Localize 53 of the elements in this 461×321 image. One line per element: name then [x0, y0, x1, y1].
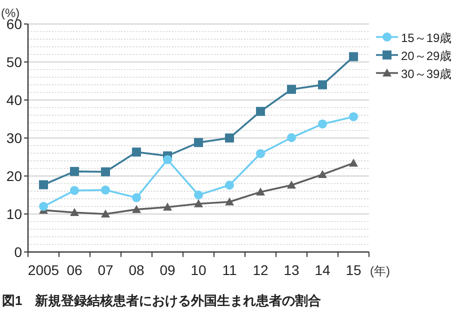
- legend-label: 20～29歳: [401, 49, 452, 63]
- x-tick-label: 15: [346, 262, 362, 278]
- point: [256, 187, 265, 196]
- legend-label: 30～39歳: [401, 67, 452, 81]
- legend-label: 15～19歳: [401, 31, 452, 45]
- point: [256, 106, 265, 116]
- point: [318, 80, 327, 90]
- point: [194, 138, 203, 148]
- x-tick-label: 2005: [28, 262, 60, 278]
- y-tick-label: 0: [14, 244, 22, 260]
- point: [349, 158, 358, 167]
- point: [194, 199, 203, 208]
- point: [101, 210, 110, 218]
- x-tick-label: 11: [222, 262, 237, 278]
- point: [39, 180, 48, 190]
- x-tick-label: 12: [252, 262, 268, 278]
- x-tick-label: 14: [314, 262, 330, 278]
- point: [318, 119, 327, 128]
- point: [225, 197, 234, 206]
- point: [349, 112, 358, 122]
- point: [318, 170, 327, 178]
- point: [132, 193, 141, 202]
- x-tick-label: 13: [284, 262, 300, 278]
- point: [132, 204, 141, 213]
- point: [132, 148, 141, 157]
- point: [225, 134, 234, 142]
- point: [256, 149, 265, 158]
- point: [70, 166, 79, 176]
- point: [287, 84, 296, 94]
- point: [163, 155, 172, 164]
- y-tick-label: 50: [6, 54, 22, 70]
- y-tick-label: 10: [6, 206, 22, 222]
- point: [287, 180, 296, 189]
- point: [225, 180, 234, 190]
- point: [349, 52, 358, 62]
- point: [39, 202, 48, 211]
- x-tick-label: 06: [66, 262, 82, 278]
- caption: 図1 新規登録結核患者における外国生まれ患者の割合: [2, 293, 322, 308]
- x-axis-title: (年): [370, 264, 390, 278]
- point: [163, 202, 172, 211]
- x-tick-label: 07: [98, 262, 114, 278]
- y-tick-label: 40: [6, 92, 22, 108]
- y-tick-label: 30: [6, 130, 22, 146]
- point: [101, 167, 110, 176]
- x-tick-label: 10: [190, 262, 206, 278]
- x-tick-label: 08: [128, 262, 144, 278]
- point: [101, 186, 110, 195]
- point: [70, 186, 79, 195]
- y-tick-label: 20: [6, 168, 22, 184]
- point: [287, 133, 296, 142]
- point: [70, 208, 79, 216]
- x-tick-label: 09: [160, 262, 176, 278]
- point: [194, 190, 203, 200]
